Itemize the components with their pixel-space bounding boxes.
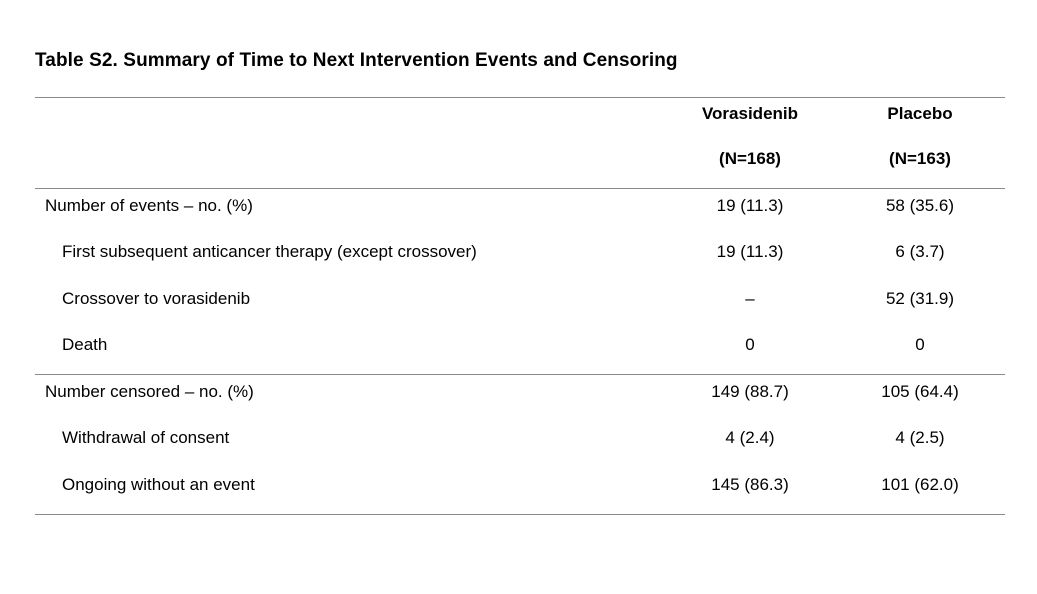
vorasidenib-value: – xyxy=(745,288,755,308)
column-header-vorasidenib-name: Vorasidenib xyxy=(701,104,799,123)
placebo-value: 58 (35.6) xyxy=(885,196,955,215)
column-header-placebo-n: (N=163) xyxy=(889,149,951,168)
placebo-value: 6 (3.7) xyxy=(895,242,945,261)
table-title: Table S2. Summary of Time to Next Interv… xyxy=(35,50,678,71)
table-row-death: Death 0 0 xyxy=(35,328,1005,375)
row-label: Number censored – no. (%) xyxy=(45,382,254,401)
table-row-crossover: Crossover to vorasidenib – 52 (31.9) xyxy=(35,282,1005,329)
row-label: Withdrawal of consent xyxy=(62,428,230,447)
vorasidenib-value: 19 (11.3) xyxy=(716,196,784,215)
row-label: Number of events – no. (%) xyxy=(45,196,253,215)
placebo-value: 0 xyxy=(915,335,925,354)
vorasidenib-value: 4 (2.4) xyxy=(725,428,775,447)
row-label: First subsequent anticancer therapy (exc… xyxy=(62,242,477,261)
header-empty-cell xyxy=(35,98,665,189)
placebo-value: 52 (31.9) xyxy=(885,288,955,308)
header-row: Vorasidenib (N=168) Placebo (N=163) xyxy=(35,97,1005,189)
column-header-vorasidenib: Vorasidenib (N=168) xyxy=(665,98,835,189)
column-header-placebo-name: Placebo xyxy=(887,104,953,123)
placebo-value: 105 (64.4) xyxy=(881,382,959,401)
placebo-value: 101 (62.0) xyxy=(881,474,959,494)
table-row-ongoing-without-event: Ongoing without an event 145 (86.3) 101 … xyxy=(35,468,1005,514)
vorasidenib-value: 145 (86.3) xyxy=(711,474,789,494)
row-label: Crossover to vorasidenib xyxy=(62,288,251,308)
column-header-vorasidenib-n: (N=168) xyxy=(719,149,781,168)
table-row-withdrawal-of-consent: Withdrawal of consent 4 (2.4) 4 (2.5) xyxy=(35,421,1005,468)
vorasidenib-value: 19 (11.3) xyxy=(716,242,784,261)
table-row-first-subsequent-therapy: First subsequent anticancer therapy (exc… xyxy=(35,235,1005,282)
column-header-placebo: Placebo (N=163) xyxy=(835,98,1005,189)
vorasidenib-value: 0 xyxy=(745,335,755,354)
table-row-number-of-events: Number of events – no. (%) 19 (11.3) 58 … xyxy=(35,189,1005,236)
row-label: Ongoing without an event xyxy=(62,474,255,494)
placebo-value: 4 (2.5) xyxy=(895,428,945,447)
vorasidenib-value: 149 (88.7) xyxy=(711,382,789,401)
table-header: Vorasidenib (N=168) Placebo (N=163) xyxy=(35,97,1005,189)
table-body: Number of events – no. (%) 19 (11.3) 58 … xyxy=(35,189,1005,514)
time-to-next-intervention-table: Vorasidenib (N=168) Placebo (N=163) Numb… xyxy=(35,97,1005,515)
row-label: Death xyxy=(62,335,108,354)
table-row-number-censored: Number censored – no. (%) 149 (88.7) 105… xyxy=(35,374,1005,422)
